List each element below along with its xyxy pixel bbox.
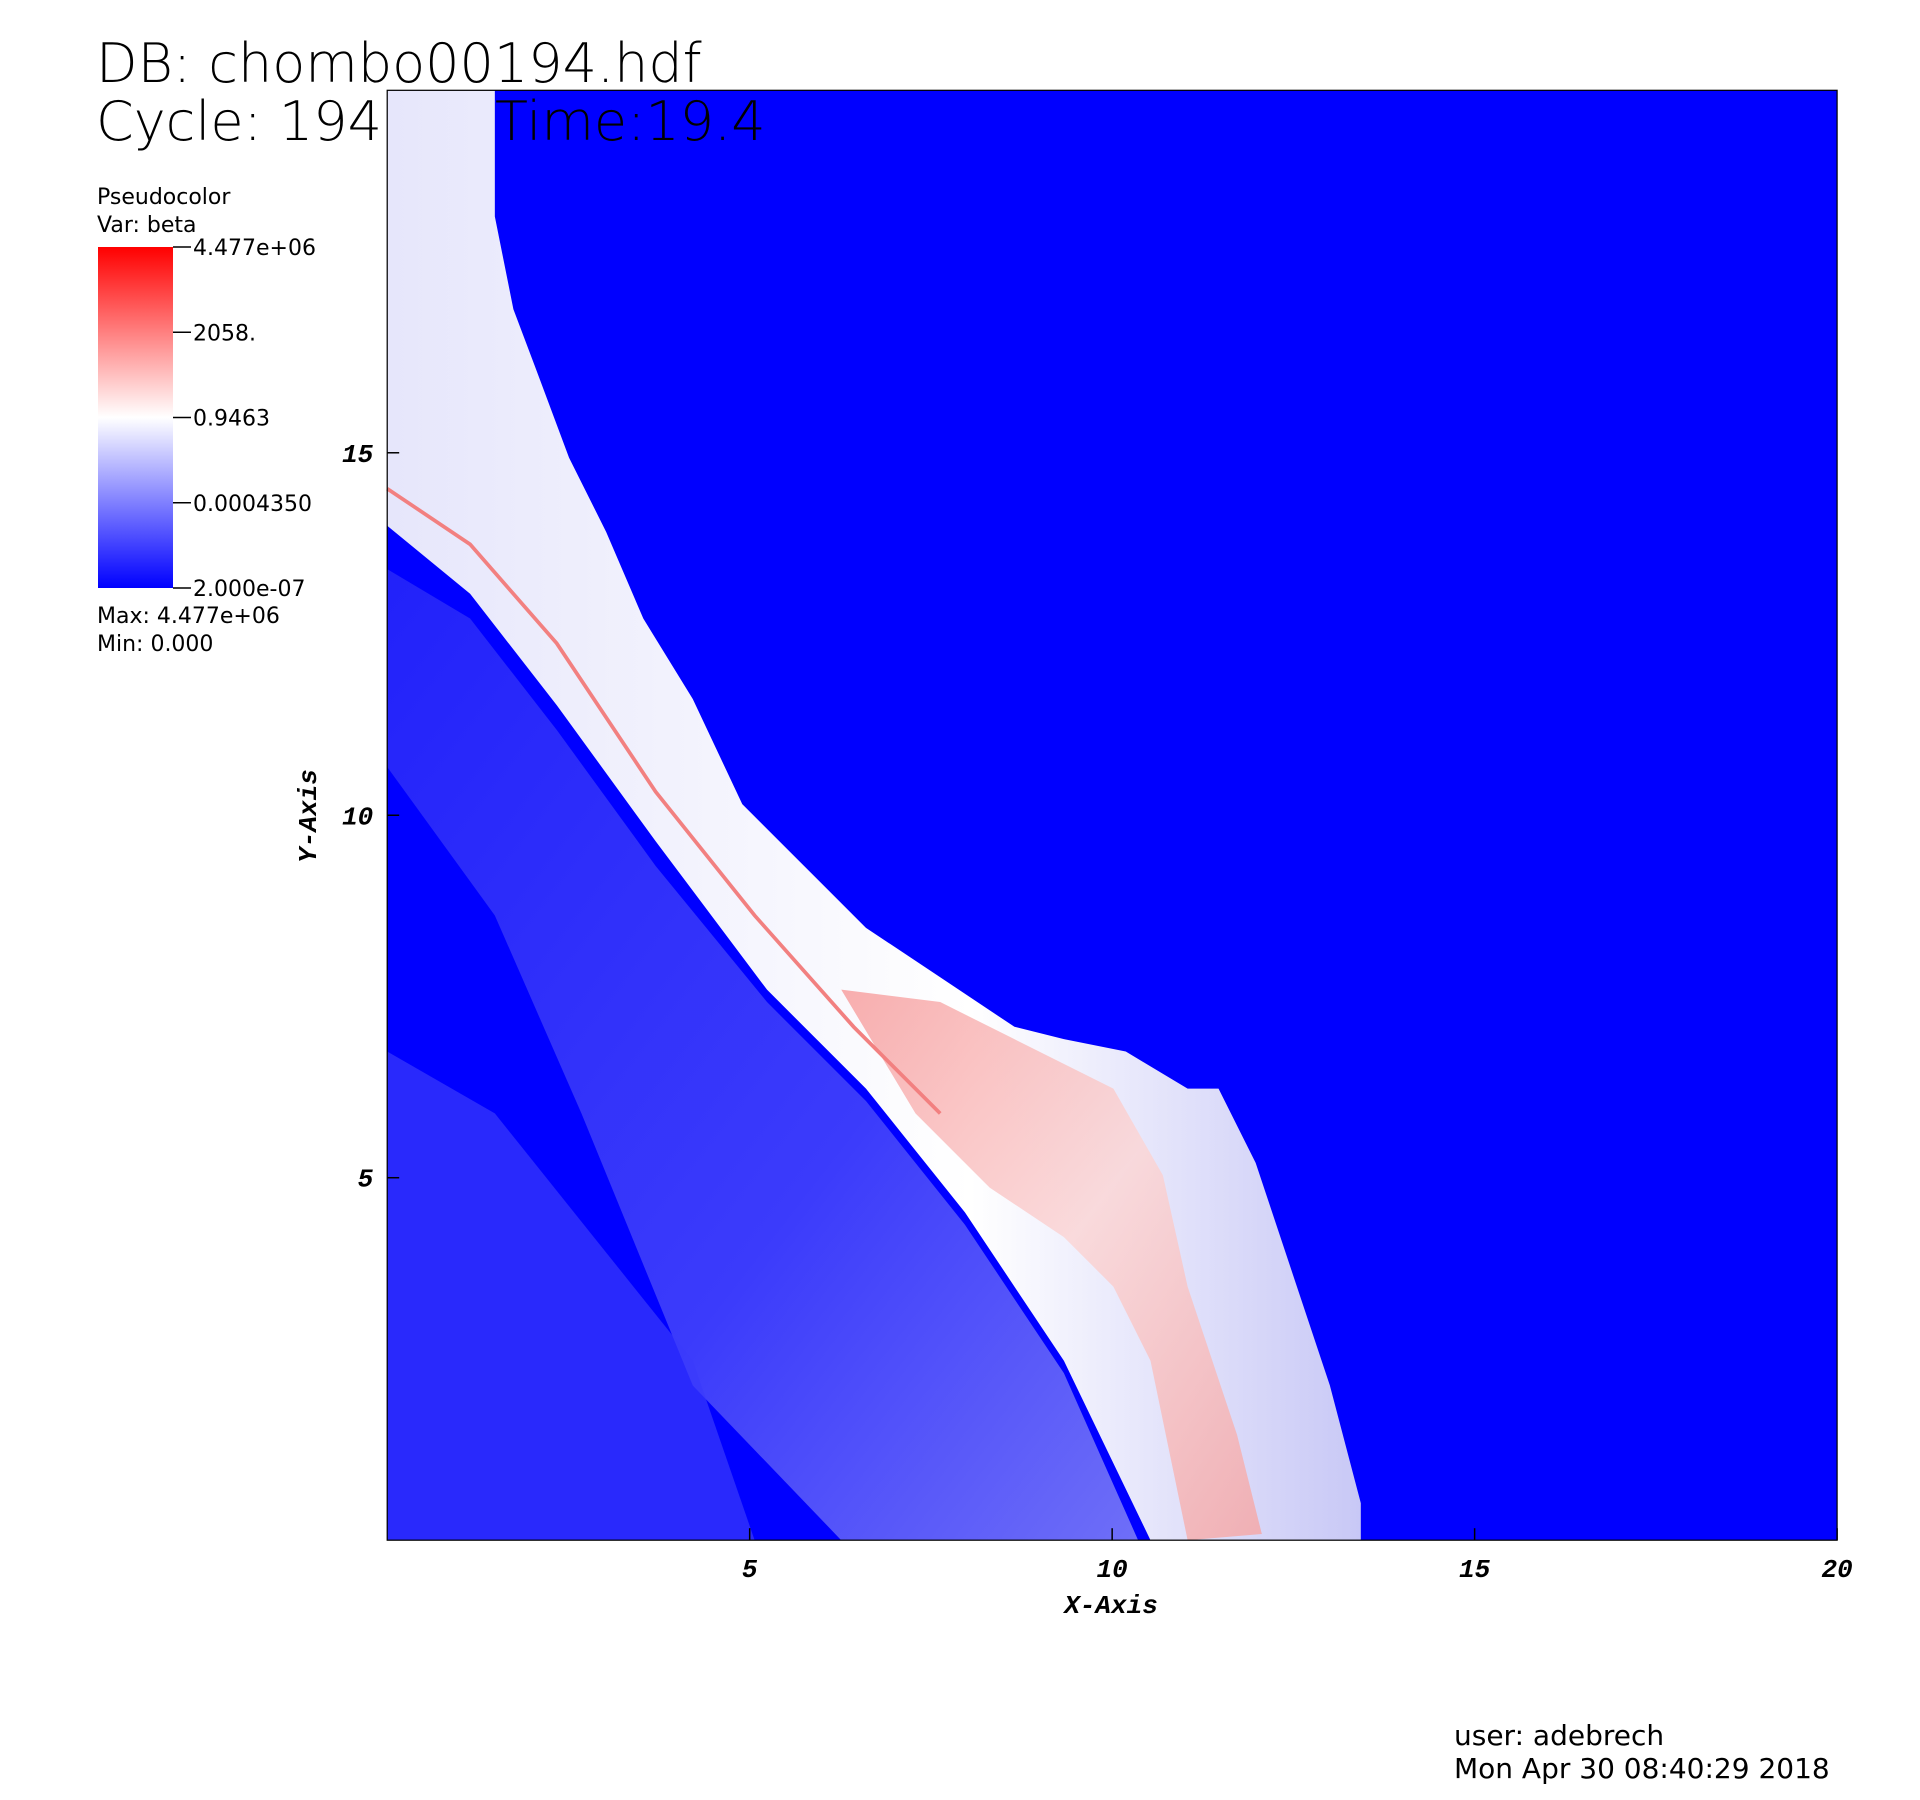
colorbar-tick-label: 0.9463 bbox=[193, 406, 270, 431]
colorbar-tick-label: 2058. bbox=[193, 321, 256, 346]
field-image bbox=[386, 89, 1838, 1541]
colorbar bbox=[98, 247, 173, 588]
y-tick-label: 10 bbox=[342, 802, 373, 832]
colorbar-tick-label: 4.477e+06 bbox=[193, 236, 316, 261]
x-axis-label: X-Axis bbox=[1062, 1591, 1158, 1621]
colorbar-tick-label: 0.0004350 bbox=[193, 492, 312, 517]
shock-front bbox=[386, 487, 942, 1115]
y-tick-label: 15 bbox=[342, 440, 374, 470]
x-tick-label: 5 bbox=[742, 1555, 758, 1585]
high-beta-region bbox=[841, 989, 1262, 1541]
title: DB: chombo00194.hdf bbox=[96, 32, 702, 95]
date-label: Mon Apr 30 08:40:29 2018 bbox=[1454, 1752, 1830, 1785]
legend-min: Min: 0.000 bbox=[97, 632, 213, 657]
user-label: user: adebrech bbox=[1454, 1719, 1664, 1752]
time-label: Time:19.4 bbox=[495, 90, 766, 153]
legend-title: Pseudocolor bbox=[97, 185, 231, 210]
colorbar-tick-label: 2.000e-07 bbox=[193, 577, 305, 602]
legend-max: Max: 4.477e+06 bbox=[97, 604, 280, 629]
x-tick-label: 20 bbox=[1821, 1555, 1852, 1585]
y-tick-label: 5 bbox=[358, 1165, 374, 1195]
cycle-label: Cycle: 194 bbox=[96, 90, 382, 153]
x-tick-label: 10 bbox=[1097, 1555, 1128, 1585]
turbulent-region bbox=[387, 569, 1139, 1541]
y-axis-label: Y-Axis bbox=[294, 769, 324, 863]
x-tick-label: 15 bbox=[1459, 1555, 1491, 1585]
coarse-region bbox=[387, 1051, 755, 1541]
legend-variable: Var: beta bbox=[97, 213, 197, 238]
